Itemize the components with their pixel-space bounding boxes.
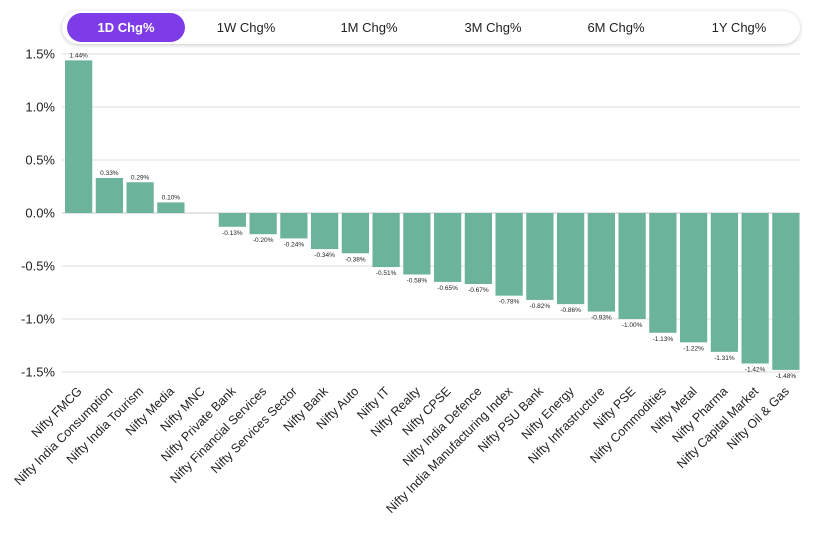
data-label: -1.42% [745, 367, 766, 374]
bar[interactable] [618, 213, 646, 319]
bar[interactable] [464, 213, 492, 285]
bar[interactable] [157, 202, 185, 213]
bar[interactable] [680, 213, 708, 343]
bar[interactable] [587, 213, 615, 312]
data-label: -1.00% [622, 322, 643, 329]
bar[interactable] [772, 213, 800, 370]
y-tick-label: 1.5% [25, 47, 55, 62]
data-label: -0.24% [284, 241, 305, 248]
bar[interactable] [372, 213, 400, 268]
bar[interactable] [280, 213, 308, 239]
bar[interactable] [526, 213, 554, 300]
data-label: -0.38% [345, 256, 366, 263]
bar[interactable] [649, 213, 677, 333]
bar[interactable] [341, 213, 369, 254]
data-label: -0.58% [407, 277, 428, 284]
data-label: 0.33% [100, 170, 119, 177]
tab-1m-chg[interactable]: 1M Chg% [310, 13, 428, 42]
y-tick-label: -1.5% [21, 365, 55, 380]
data-label: -1.48% [776, 373, 797, 380]
data-label: -1.13% [653, 336, 674, 343]
period-tab-bar: 1D Chg% 1W Chg% 1M Chg% 3M Chg% 6M Chg% … [62, 11, 800, 44]
bar[interactable] [65, 60, 93, 213]
bar[interactable] [557, 213, 585, 305]
data-label: -0.65% [437, 285, 458, 292]
data-label: 0.29% [131, 174, 150, 181]
data-label: -0.78% [499, 299, 520, 306]
data-label: -1.31% [714, 355, 735, 362]
data-label: -0.86% [560, 307, 581, 314]
bar[interactable] [218, 213, 246, 227]
bar[interactable] [741, 213, 769, 364]
data-label: -0.67% [468, 287, 489, 294]
bar[interactable] [311, 213, 339, 250]
y-tick-label: 1.0% [25, 100, 55, 115]
tab-1w-chg[interactable]: 1W Chg% [187, 13, 305, 42]
bar[interactable] [710, 213, 738, 352]
data-label: -0.82% [530, 303, 551, 310]
data-label: -0.13% [222, 230, 243, 237]
y-tick-label: 0.5% [25, 153, 55, 168]
data-label: -1.22% [683, 345, 704, 352]
data-label: -0.93% [591, 315, 612, 322]
y-tick-label: -0.5% [21, 259, 55, 274]
bar[interactable] [95, 178, 123, 213]
bar[interactable] [495, 213, 523, 296]
data-label: -0.51% [376, 270, 397, 277]
bar[interactable] [126, 182, 154, 213]
y-tick-label: -1.0% [21, 312, 55, 327]
data-label: -0.20% [253, 237, 274, 244]
data-label: 0.10% [162, 194, 181, 201]
bar[interactable] [403, 213, 431, 275]
data-label: -0.34% [314, 252, 335, 259]
bar[interactable] [249, 213, 277, 235]
tab-6m-chg[interactable]: 6M Chg% [557, 13, 675, 42]
bar[interactable] [434, 213, 462, 282]
data-label: 1.44% [69, 52, 88, 59]
tab-3m-chg[interactable]: 3M Chg% [434, 13, 552, 42]
tab-1y-chg[interactable]: 1Y Chg% [680, 13, 798, 42]
tab-1d-chg[interactable]: 1D Chg% [67, 13, 185, 42]
y-tick-label: 0.0% [25, 206, 55, 221]
